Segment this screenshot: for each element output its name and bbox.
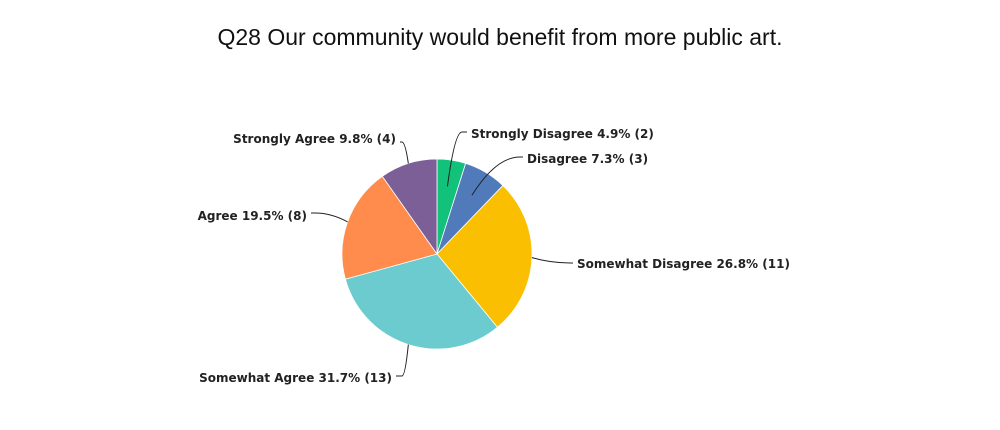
leader-line xyxy=(471,156,523,196)
slice-label: Somewhat Agree 31.7% (13) xyxy=(199,371,392,385)
slice-label: Disagree 7.3% (3) xyxy=(527,152,648,166)
slice-label: Strongly Agree 9.8% (4) xyxy=(233,132,396,146)
pie-slice-somewhat-agree xyxy=(344,253,499,350)
pie-slice-somewhat-disagree xyxy=(436,184,533,328)
slice-label: Agree 19.5% (8) xyxy=(198,209,307,223)
chart-title: Q28 Our community would benefit from mor… xyxy=(217,24,783,50)
pie-slice-agree xyxy=(341,175,438,280)
leader-line xyxy=(531,257,573,264)
leader-lines xyxy=(311,131,573,377)
slice-label: Strongly Disagree 4.9% (2) xyxy=(471,127,654,141)
pie-slice-strongly-agree xyxy=(381,158,438,256)
leader-line xyxy=(400,141,409,164)
slice-labels: Strongly Disagree 4.9% (2) Disagree 7.3% … xyxy=(198,127,790,385)
pie-slices xyxy=(341,158,533,350)
leader-line xyxy=(446,131,467,187)
leader-line xyxy=(396,344,409,377)
leader-line xyxy=(311,212,348,223)
slice-label: Somewhat Disagree 26.8% (11) xyxy=(577,257,790,271)
